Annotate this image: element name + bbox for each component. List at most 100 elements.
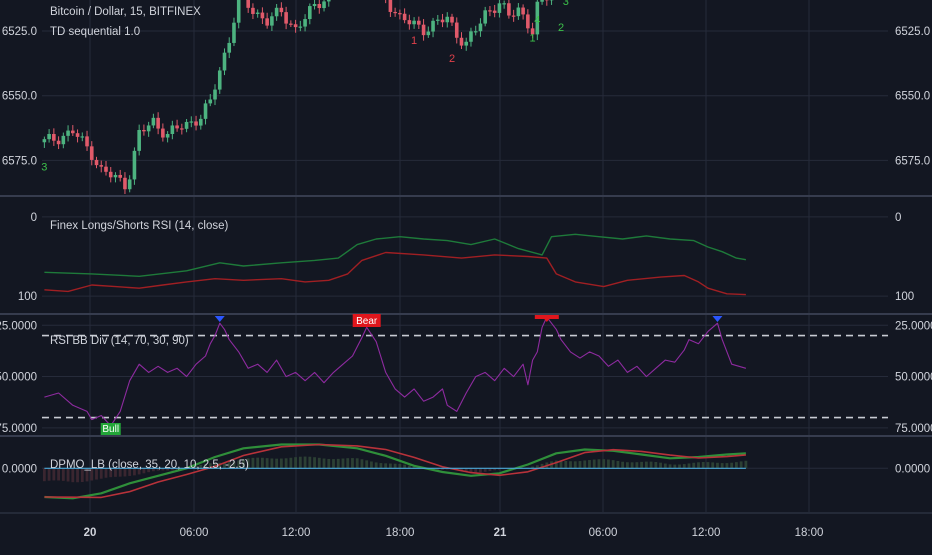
dpmo-histogram-bar[interactable] bbox=[398, 464, 401, 468]
candle-body[interactable] bbox=[436, 20, 440, 21]
td-sequential-legend[interactable]: TD sequential 1.0 bbox=[50, 22, 201, 42]
candle-body[interactable] bbox=[469, 31, 473, 41]
candle-body[interactable] bbox=[128, 179, 132, 189]
dpmo-histogram-bar[interactable] bbox=[579, 461, 582, 468]
candle-body[interactable] bbox=[80, 136, 84, 137]
candle-body[interactable] bbox=[152, 118, 156, 126]
dpmo-histogram-bar[interactable] bbox=[650, 462, 653, 469]
candle-body[interactable] bbox=[322, 1, 326, 8]
dpmo-histogram-bar[interactable] bbox=[654, 462, 657, 468]
candle-body[interactable] bbox=[90, 146, 94, 160]
dpmo-histogram-bar[interactable] bbox=[692, 463, 695, 468]
candle-body[interactable] bbox=[317, 4, 321, 8]
dpmo-histogram-bar[interactable] bbox=[598, 459, 601, 468]
candle-body[interactable] bbox=[227, 43, 231, 53]
dpmo-histogram-bar[interactable] bbox=[346, 458, 349, 468]
dpmo-histogram-bar[interactable] bbox=[716, 463, 719, 468]
dpmo-histogram-bar[interactable] bbox=[569, 461, 572, 468]
candle-body[interactable] bbox=[427, 32, 431, 36]
candle-body[interactable] bbox=[455, 23, 459, 38]
candle-body[interactable] bbox=[123, 178, 127, 189]
dpmo-histogram-bar[interactable] bbox=[711, 462, 714, 468]
dpmo-histogram-bar[interactable] bbox=[308, 457, 311, 469]
dpmo-histogram-bar[interactable] bbox=[304, 457, 307, 469]
candle-body[interactable] bbox=[517, 8, 521, 17]
dpmo-histogram-bar[interactable] bbox=[744, 461, 747, 468]
candle-body[interactable] bbox=[223, 53, 227, 71]
dpmo-histogram-bar[interactable] bbox=[617, 461, 620, 468]
dpmo-histogram-bar[interactable] bbox=[313, 457, 316, 468]
candle-body[interactable] bbox=[284, 12, 288, 23]
candle-body[interactable] bbox=[43, 139, 47, 142]
candle-body[interactable] bbox=[393, 12, 397, 13]
dpmo-histogram-bar[interactable] bbox=[351, 458, 354, 468]
dpmo-histogram-bar[interactable] bbox=[356, 458, 359, 468]
dpmo-histogram-bar[interactable] bbox=[318, 458, 321, 468]
candle-body[interactable] bbox=[52, 134, 56, 141]
dpmo-histogram-bar[interactable] bbox=[726, 463, 729, 468]
candle-body[interactable] bbox=[327, 0, 331, 1]
dpmo-histogram-bar[interactable] bbox=[740, 461, 743, 468]
dpmo-histogram-bar[interactable] bbox=[384, 463, 387, 468]
candle-body[interactable] bbox=[507, 3, 511, 15]
dpmo-histogram-bar[interactable] bbox=[669, 464, 672, 468]
candle-body[interactable] bbox=[422, 25, 426, 35]
candle-body[interactable] bbox=[114, 175, 118, 177]
dpmo-histogram-bar[interactable] bbox=[702, 462, 705, 468]
candle-body[interactable] bbox=[526, 14, 530, 28]
dpmo-histogram-bar[interactable] bbox=[375, 462, 378, 468]
dpmo-histogram-bar[interactable] bbox=[678, 465, 681, 469]
dpmo-histogram-bar[interactable] bbox=[583, 460, 586, 468]
candle-body[interactable] bbox=[398, 13, 402, 14]
dpmo-histogram-bar[interactable] bbox=[370, 461, 373, 468]
dpmo-histogram-bar[interactable] bbox=[342, 459, 345, 469]
dpmo-histogram-bar[interactable] bbox=[299, 457, 302, 469]
symbol-title[interactable]: Bitcoin / Dollar, 15, BITFINEX bbox=[50, 2, 201, 22]
candle-body[interactable] bbox=[118, 175, 122, 178]
dpmo-histogram-bar[interactable] bbox=[270, 458, 273, 468]
dpmo-histogram-bar[interactable] bbox=[588, 460, 591, 468]
candle-body[interactable] bbox=[303, 19, 307, 27]
candle-body[interactable] bbox=[256, 13, 260, 14]
candle-body[interactable] bbox=[270, 16, 274, 25]
bear-label-stub[interactable] bbox=[535, 315, 559, 319]
candle-body[interactable] bbox=[109, 172, 113, 178]
candle-body[interactable] bbox=[137, 130, 141, 151]
candle-body[interactable] bbox=[232, 23, 236, 43]
candle-body[interactable] bbox=[294, 24, 298, 27]
dpmo-histogram-bar[interactable] bbox=[43, 468, 46, 481]
candle-body[interactable] bbox=[450, 17, 454, 23]
dpmo-histogram-bar[interactable] bbox=[707, 462, 710, 468]
candle-body[interactable] bbox=[289, 24, 293, 25]
dpmo-histogram-bar[interactable] bbox=[635, 462, 638, 468]
candle-body[interactable] bbox=[403, 14, 407, 20]
candle-body[interactable] bbox=[142, 130, 146, 131]
candle-body[interactable] bbox=[512, 16, 516, 17]
finex-legend[interactable]: Finex Longs/Shorts RSI (14, close) bbox=[50, 216, 228, 236]
candle-body[interactable] bbox=[265, 18, 269, 25]
candle-body[interactable] bbox=[133, 151, 137, 180]
dpmo-histogram-bar[interactable] bbox=[593, 460, 596, 469]
candle-body[interactable] bbox=[460, 38, 464, 46]
dpmo-histogram-bar[interactable] bbox=[280, 459, 283, 469]
candle-body[interactable] bbox=[85, 136, 89, 146]
dpmo-histogram-bar[interactable] bbox=[664, 464, 667, 469]
candle-body[interactable] bbox=[76, 133, 80, 137]
candle-body[interactable] bbox=[261, 13, 265, 19]
pivot-marker[interactable] bbox=[712, 316, 722, 322]
shorts-line[interactable] bbox=[44, 253, 746, 295]
dpmo-histogram-bar[interactable] bbox=[730, 463, 733, 469]
candle-body[interactable] bbox=[502, 3, 506, 4]
dpmo-histogram-bar[interactable] bbox=[323, 459, 326, 469]
dpmo-histogram-bar[interactable] bbox=[602, 459, 605, 468]
candle-body[interactable] bbox=[147, 125, 151, 131]
dpmo-histogram-bar[interactable] bbox=[607, 460, 610, 469]
candle-body[interactable] bbox=[57, 141, 61, 144]
dpmo-histogram-bar[interactable] bbox=[683, 464, 686, 468]
candle-body[interactable] bbox=[180, 128, 184, 129]
candle-body[interactable] bbox=[498, 3, 502, 13]
dpmo-histogram-bar[interactable] bbox=[697, 462, 700, 468]
dpmo-histogram-bar[interactable] bbox=[285, 458, 288, 468]
candle-body[interactable] bbox=[474, 31, 478, 32]
dpmo-histogram-bar[interactable] bbox=[612, 460, 615, 468]
